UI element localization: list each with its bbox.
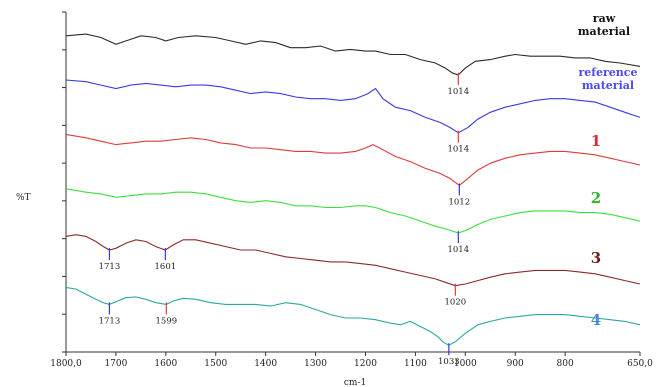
- x-tick-label: 1400: [254, 359, 277, 369]
- series-line-6: [65, 286, 641, 346]
- peak-label: 1014: [447, 87, 469, 97]
- series-label-1: raw: [593, 12, 616, 25]
- x-tick-label: 1500: [204, 359, 227, 369]
- x-ticks: 1800,0 1700 1600 1500 1400 1300 1200 1100 1000 90…: [50, 352, 653, 369]
- x-tick-label: 1100: [404, 359, 427, 369]
- x-tick-label: 1300: [304, 359, 327, 369]
- peak-label: 1014: [447, 145, 469, 155]
- peak-label: 1713: [99, 262, 121, 272]
- series-label-3: 1: [591, 132, 601, 150]
- series-label-1: material: [578, 25, 630, 38]
- peak-label: 1033: [438, 357, 460, 367]
- series-label-6: 4: [591, 311, 601, 329]
- peak-label: 1713: [99, 316, 121, 326]
- peak-annotations: 1014 1014 1012 1014 1713 1601 1020 1713 1599 1033: [99, 72, 470, 367]
- series-line-5: [65, 234, 641, 287]
- y-axis-label: %T: [16, 193, 31, 203]
- series-line-4: [65, 188, 641, 234]
- series-line-3: [65, 133, 641, 187]
- peak-label: 1601: [155, 262, 177, 272]
- x-tick-label: 1000: [454, 359, 477, 369]
- series-label-5: 3: [591, 249, 601, 267]
- axes: [62, 11, 640, 353]
- series-line-1: [65, 33, 641, 76]
- x-tick-label: 1200: [354, 359, 377, 369]
- peak-label: 1020: [445, 298, 467, 308]
- peak-label: 1012: [448, 197, 470, 207]
- x-tick-label: 1800,0: [50, 359, 82, 369]
- x-tick-label: 800: [557, 359, 574, 369]
- peak-label: 1014: [447, 245, 469, 255]
- x-tick-label: 650,0: [627, 359, 653, 369]
- peak-label: 1599: [156, 316, 178, 326]
- series-group: [65, 33, 641, 346]
- series-label-2: material: [582, 79, 634, 92]
- x-tick-label: 900: [507, 359, 524, 369]
- x-tick-label: 1600: [154, 359, 177, 369]
- series-line-2: [65, 79, 641, 134]
- x-tick-label: 1700: [104, 359, 127, 369]
- series-label-4: 2: [591, 189, 601, 207]
- x-axis-label: cm-1: [344, 378, 366, 387]
- series-label-2: reference: [578, 66, 637, 79]
